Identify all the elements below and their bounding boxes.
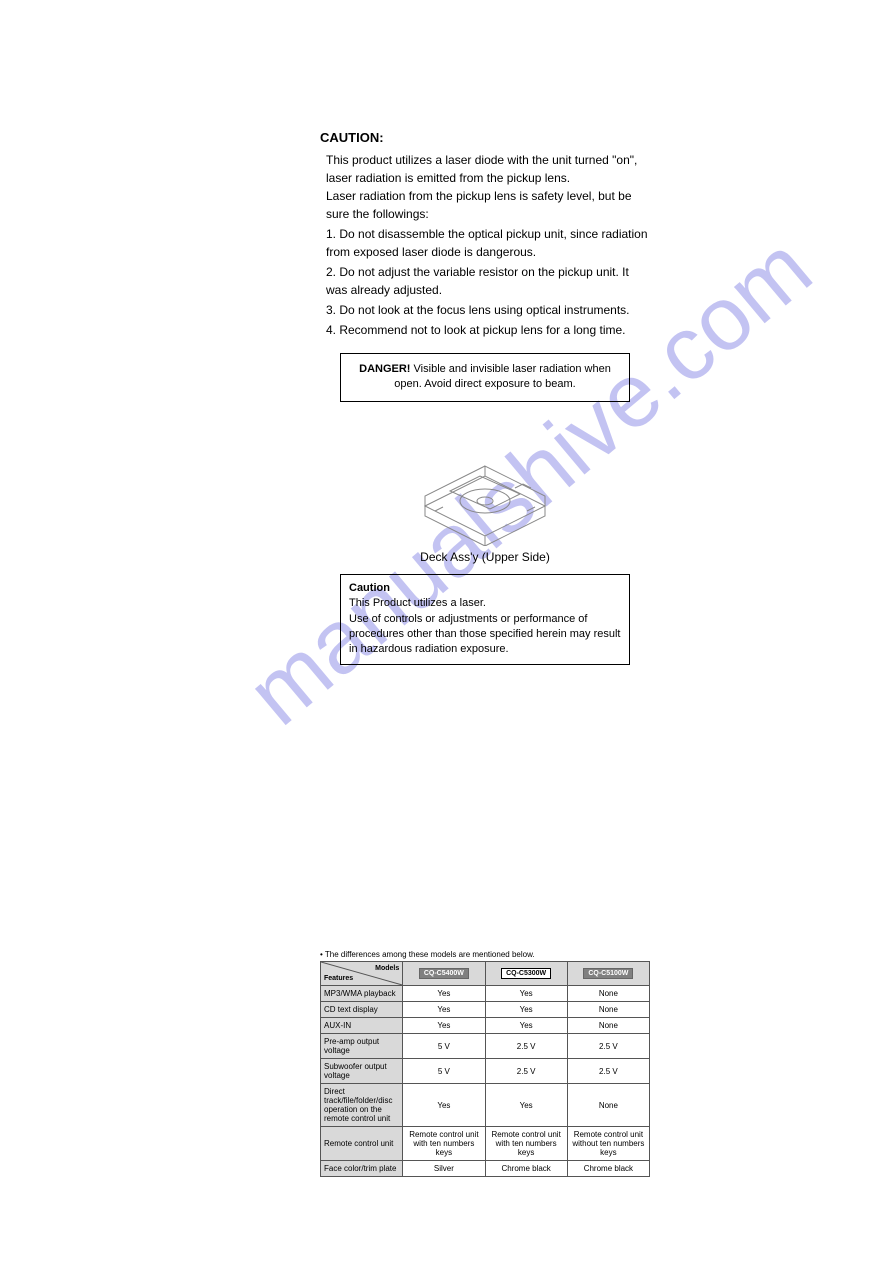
table-note: • The differences among these models are…	[320, 950, 650, 959]
row-val: 5 V	[403, 1034, 485, 1059]
row-val: Chrome black	[567, 1161, 649, 1177]
caution-box-line1: This Product utilizes a laser.	[349, 596, 621, 611]
row-val: Yes	[485, 1084, 567, 1127]
row-val: 5 V	[403, 1059, 485, 1084]
row-val: Remote control unit without ten numbers …	[567, 1127, 649, 1161]
row-val: Chrome black	[485, 1161, 567, 1177]
row-val: None	[567, 1018, 649, 1034]
caution-intro-2: Laser radiation from the pickup lens is …	[326, 187, 650, 223]
model-header-1: CQ-C5400W	[403, 962, 485, 986]
row-val: 2.5 V	[567, 1059, 649, 1084]
row-val: Remote control unit with ten numbers key…	[485, 1127, 567, 1161]
row-label: Pre-amp output voltage	[321, 1034, 403, 1059]
table-row: Subwoofer output voltage 5 V 2.5 V 2.5 V	[321, 1059, 650, 1084]
row-label: Face color/trim plate	[321, 1161, 403, 1177]
row-val: Yes	[403, 1084, 485, 1127]
row-val: None	[567, 1002, 649, 1018]
row-val: Yes	[403, 1018, 485, 1034]
model-badge-3: CQ-C5100W	[583, 968, 633, 979]
row-val: Yes	[403, 1002, 485, 1018]
row-val: Remote control unit with ten numbers key…	[403, 1127, 485, 1161]
caution-item-1: 1. Do not disassemble the optical pickup…	[326, 225, 650, 261]
model-badge-1: CQ-C5400W	[419, 968, 469, 979]
row-val: Yes	[485, 986, 567, 1002]
row-val: Yes	[485, 1002, 567, 1018]
caution-item-2: 2. Do not adjust the variable resistor o…	[326, 263, 650, 299]
caution-box-title: Caution	[349, 581, 621, 596]
row-label: MP3/WMA playback	[321, 986, 403, 1002]
caution-box: Caution This Product utilizes a laser. U…	[340, 574, 630, 665]
row-label: AUX-IN	[321, 1018, 403, 1034]
caution-item-4: 4. Recommend not to look at pickup lens …	[326, 321, 650, 339]
caution-item-3: 3. Do not look at the focus lens using o…	[326, 301, 650, 319]
table-row: Face color/trim plate Silver Chrome blac…	[321, 1161, 650, 1177]
row-val: Yes	[485, 1018, 567, 1034]
caution-intro-1: This product utilizes a laser diode with…	[326, 151, 650, 187]
danger-label: DANGER!	[359, 363, 410, 375]
table-row: Remote control unit Remote control unit …	[321, 1127, 650, 1161]
table-header-row: Models Features CQ-C5400W CQ-C5300W CQ-C…	[321, 962, 650, 986]
model-badge-2: CQ-C5300W	[501, 968, 551, 979]
table-row: MP3/WMA playback Yes Yes None	[321, 986, 650, 1002]
comparison-table: Models Features CQ-C5400W CQ-C5300W CQ-C…	[320, 961, 650, 1177]
row-val: 2.5 V	[485, 1034, 567, 1059]
corner-models-label: Models	[375, 965, 399, 972]
danger-text: Visible and invisible laser radiation wh…	[394, 363, 611, 390]
caution-list: 1. Do not disassemble the optical pickup…	[326, 225, 650, 339]
model-header-2: CQ-C5300W	[485, 962, 567, 986]
row-label: Direct track/file/folder/disc operation …	[321, 1084, 403, 1127]
row-label: Subwoofer output voltage	[321, 1059, 403, 1084]
table-row: Direct track/file/folder/disc operation …	[321, 1084, 650, 1127]
row-val: None	[567, 986, 649, 1002]
deck-caption: Deck Ass'y (Upper Side)	[320, 550, 650, 564]
deck-assembly-illustration	[395, 416, 575, 546]
caution-label: CAUTION:	[320, 130, 650, 145]
row-val: 2.5 V	[485, 1059, 567, 1084]
table-row: CD text display Yes Yes None	[321, 1002, 650, 1018]
caution-box-line2: Use of controls or adjustments or perfor…	[349, 612, 621, 658]
corner-features-label: Features	[324, 975, 353, 982]
comparison-table-section: • The differences among these models are…	[320, 950, 650, 1177]
row-val: Yes	[403, 986, 485, 1002]
table-corner-cell: Models Features	[321, 962, 403, 986]
table-row: AUX-IN Yes Yes None	[321, 1018, 650, 1034]
row-label: Remote control unit	[321, 1127, 403, 1161]
caution-section: CAUTION: This product utilizes a laser d…	[320, 130, 650, 665]
row-val: None	[567, 1084, 649, 1127]
table-row: Pre-amp output voltage 5 V 2.5 V 2.5 V	[321, 1034, 650, 1059]
row-val: 2.5 V	[567, 1034, 649, 1059]
danger-box: DANGER! Visible and invisible laser radi…	[340, 353, 630, 402]
row-label: CD text display	[321, 1002, 403, 1018]
row-val: Silver	[403, 1161, 485, 1177]
model-header-3: CQ-C5100W	[567, 962, 649, 986]
